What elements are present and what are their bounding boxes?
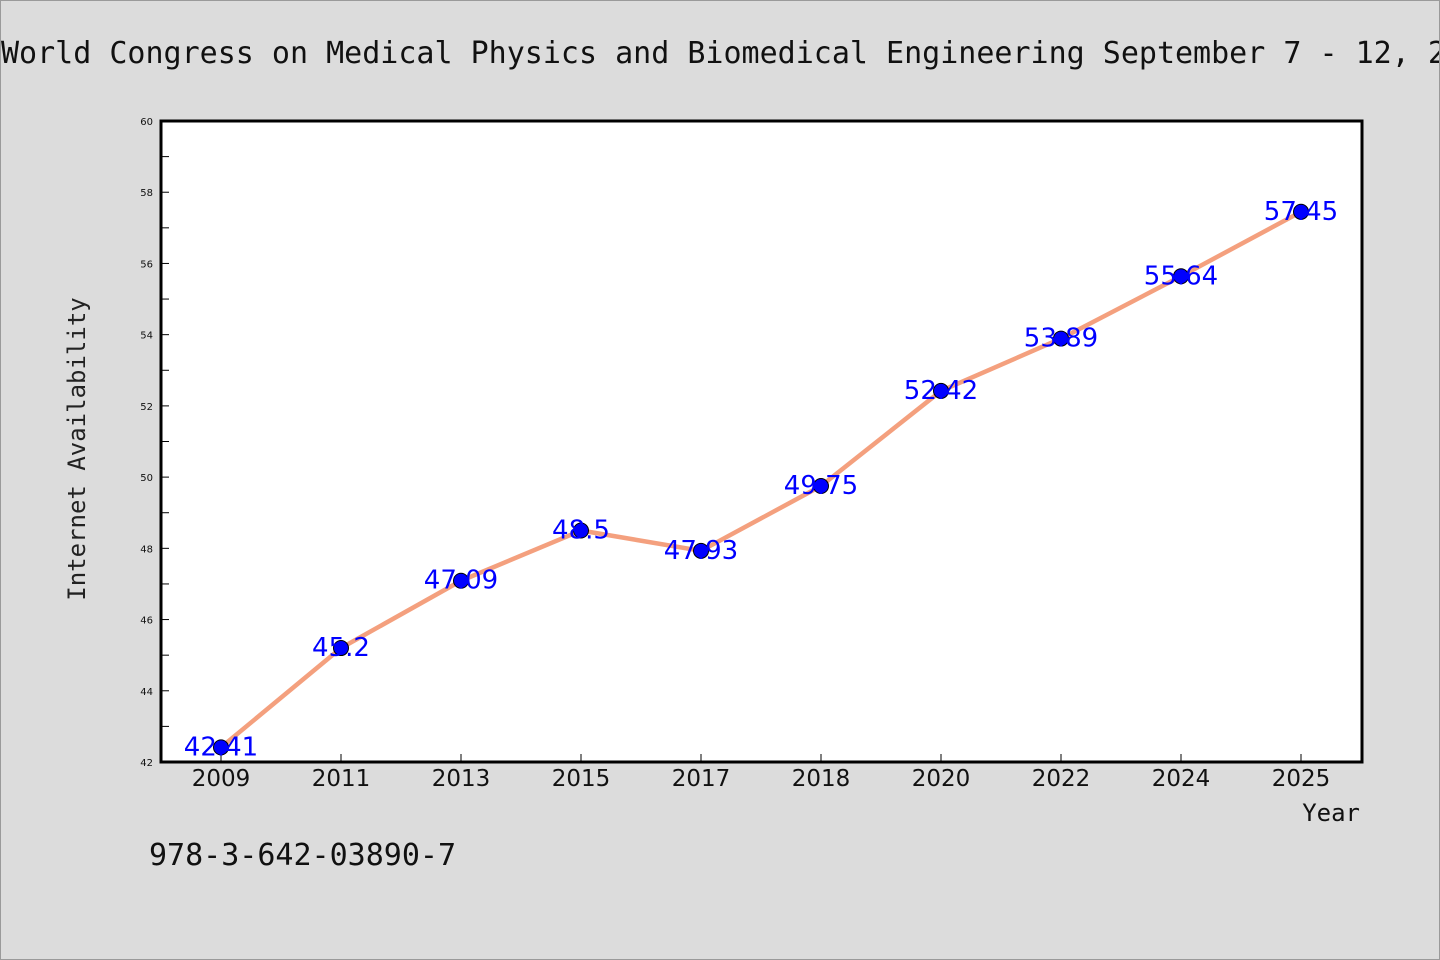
y-axis-label: Internet Availability [63,297,91,600]
data-labels: 42.41 45.2 47.09 48.5 47.93 49.75 52.42 53.89 55… [184,197,1338,763]
data-label: 47.09 [424,566,498,596]
data-point [213,739,229,756]
y-tick-label: 42 [140,758,153,769]
data-points [213,203,1309,756]
y-tick-label: 60 [140,117,153,128]
data-point [1293,203,1309,220]
y-tick-label: 46 [140,616,153,627]
x-axis: 2009 2011 2013 2015 2017 2018 2020 2022 2024 2025 [192,754,1331,792]
x-tick-label: 2015 [552,766,611,792]
x-tick-label: 2020 [912,766,971,792]
y-tick-label: 56 [140,259,153,270]
data-point [333,640,349,657]
footer-isbn: 978-3-642-03890-7 [149,838,456,873]
data-point [693,542,709,559]
data-label: 55.64 [1144,261,1218,291]
data-label: 57.45 [1264,197,1338,227]
data-point [1053,330,1069,347]
data-label: 45.2 [312,633,370,663]
data-label: 47.93 [664,536,738,566]
x-tick-label: 2025 [1272,766,1331,792]
y-tick-label: 50 [140,473,153,484]
data-point [813,478,829,495]
data-point [453,572,469,589]
series-line [218,209,1304,750]
data-label: 53.89 [1024,324,1098,354]
x-tick-label: 2024 [1152,766,1211,792]
data-point [1173,268,1189,285]
data-label: 42.41 [184,732,258,762]
y-tick-label: 54 [140,331,153,342]
data-point [933,382,949,399]
data-label: 48.5 [552,516,610,546]
data-label: 49.75 [784,471,858,501]
x-tick-label: 2017 [672,766,731,792]
y-tick-label: 58 [140,188,153,199]
x-tick-label: 2009 [192,766,251,792]
x-axis-label: Year [1302,799,1360,827]
y-tick-label: 44 [140,687,153,698]
y-axis: 42 44 46 48 50 52 54 56 58 60 [140,117,169,769]
x-tick-label: 2018 [792,766,851,792]
plot-area [159,119,1364,764]
y-tick-label: 48 [140,544,153,555]
x-tick-label: 2011 [312,766,371,792]
x-tick-label: 2013 [432,766,491,792]
chart-title: World Congress on Medical Physics and Bi… [1,36,1439,71]
data-label: 52.42 [904,376,978,406]
data-point [573,522,589,539]
y-tick-label: 52 [140,402,153,413]
x-tick-label: 2022 [1032,766,1091,792]
